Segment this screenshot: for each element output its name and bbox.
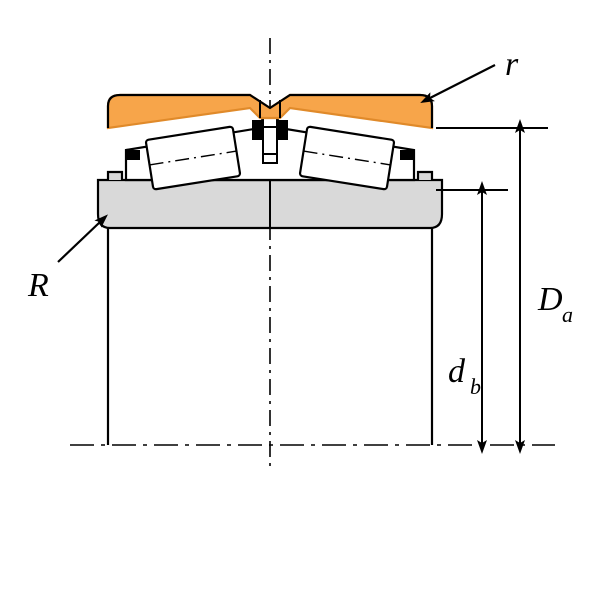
label-Da-main: D [537,281,563,318]
dimension-db: d b [436,190,508,443]
label-r: r [430,46,519,98]
label-db-main: d [448,353,466,390]
label-r-text: r [505,46,519,83]
label-Da-sub: a [562,302,573,327]
label-db-sub: b [470,374,481,399]
bearing-cross-section-diagram: r R D a d b [0,0,600,600]
label-R-upper: R [27,222,100,304]
label-R-text: R [27,267,49,304]
dimension-Da: D a [436,128,573,443]
